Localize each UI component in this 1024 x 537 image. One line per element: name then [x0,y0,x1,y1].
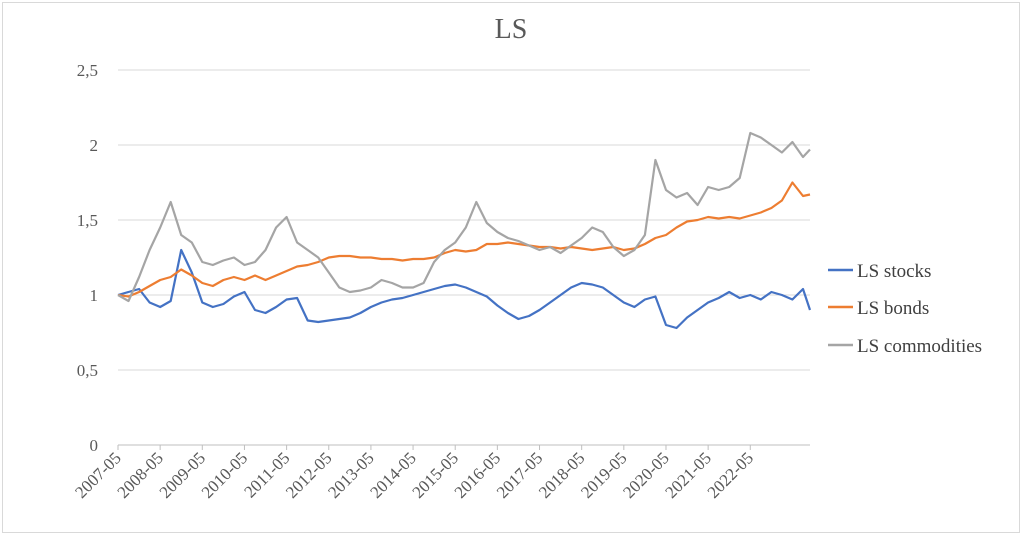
x-tick-label: 2009-05 [156,448,210,502]
x-tick-label: 2015-05 [409,448,463,502]
y-gridlines [118,69,810,446]
legend-label: LS stocks [857,261,931,282]
x-tick-label: 2019-05 [577,448,631,502]
y-tick-label: 2 [90,136,99,155]
y-tick-label: 2,5 [77,61,98,80]
legend-label: LS commodities [857,336,982,357]
chart-title: LS [495,14,528,45]
y-tick-label: 0,5 [77,361,98,380]
x-tick-label: 2012-05 [282,448,336,502]
y-tick-label: 1 [90,286,99,305]
x-tick-label: 2021-05 [661,448,715,502]
x-tick-label: 2014-05 [366,448,420,502]
x-tick-label: 2010-05 [198,448,252,502]
series-line [117,181,811,298]
series-line [117,131,811,303]
x-tick-label: 2013-05 [324,448,378,502]
y-tick-label: 0 [90,436,99,455]
x-tick-label: 2022-05 [704,448,758,502]
x-tick-label: 2018-05 [535,448,589,502]
y-tick-label: 1,5 [77,211,98,230]
series-line [117,248,812,330]
legend-label: LS bonds [857,298,929,319]
legend: LS stocks LS bonds LS commodities [828,261,982,357]
x-axis-ticks: 2007-052008-052009-052010-052011-052012-… [71,445,757,502]
x-tick-label: 2017-05 [493,448,547,502]
y-axis-ticks: 0 0,5 1 1,5 2 2,5 [77,61,98,455]
x-tick-label: 2007-05 [71,448,125,502]
series-lines [117,131,812,330]
x-tick-label: 2008-05 [113,448,167,502]
x-tick-label: 2011-05 [240,448,293,501]
x-tick-label: 2016-05 [451,448,505,502]
x-tick-label: 2020-05 [619,448,673,502]
